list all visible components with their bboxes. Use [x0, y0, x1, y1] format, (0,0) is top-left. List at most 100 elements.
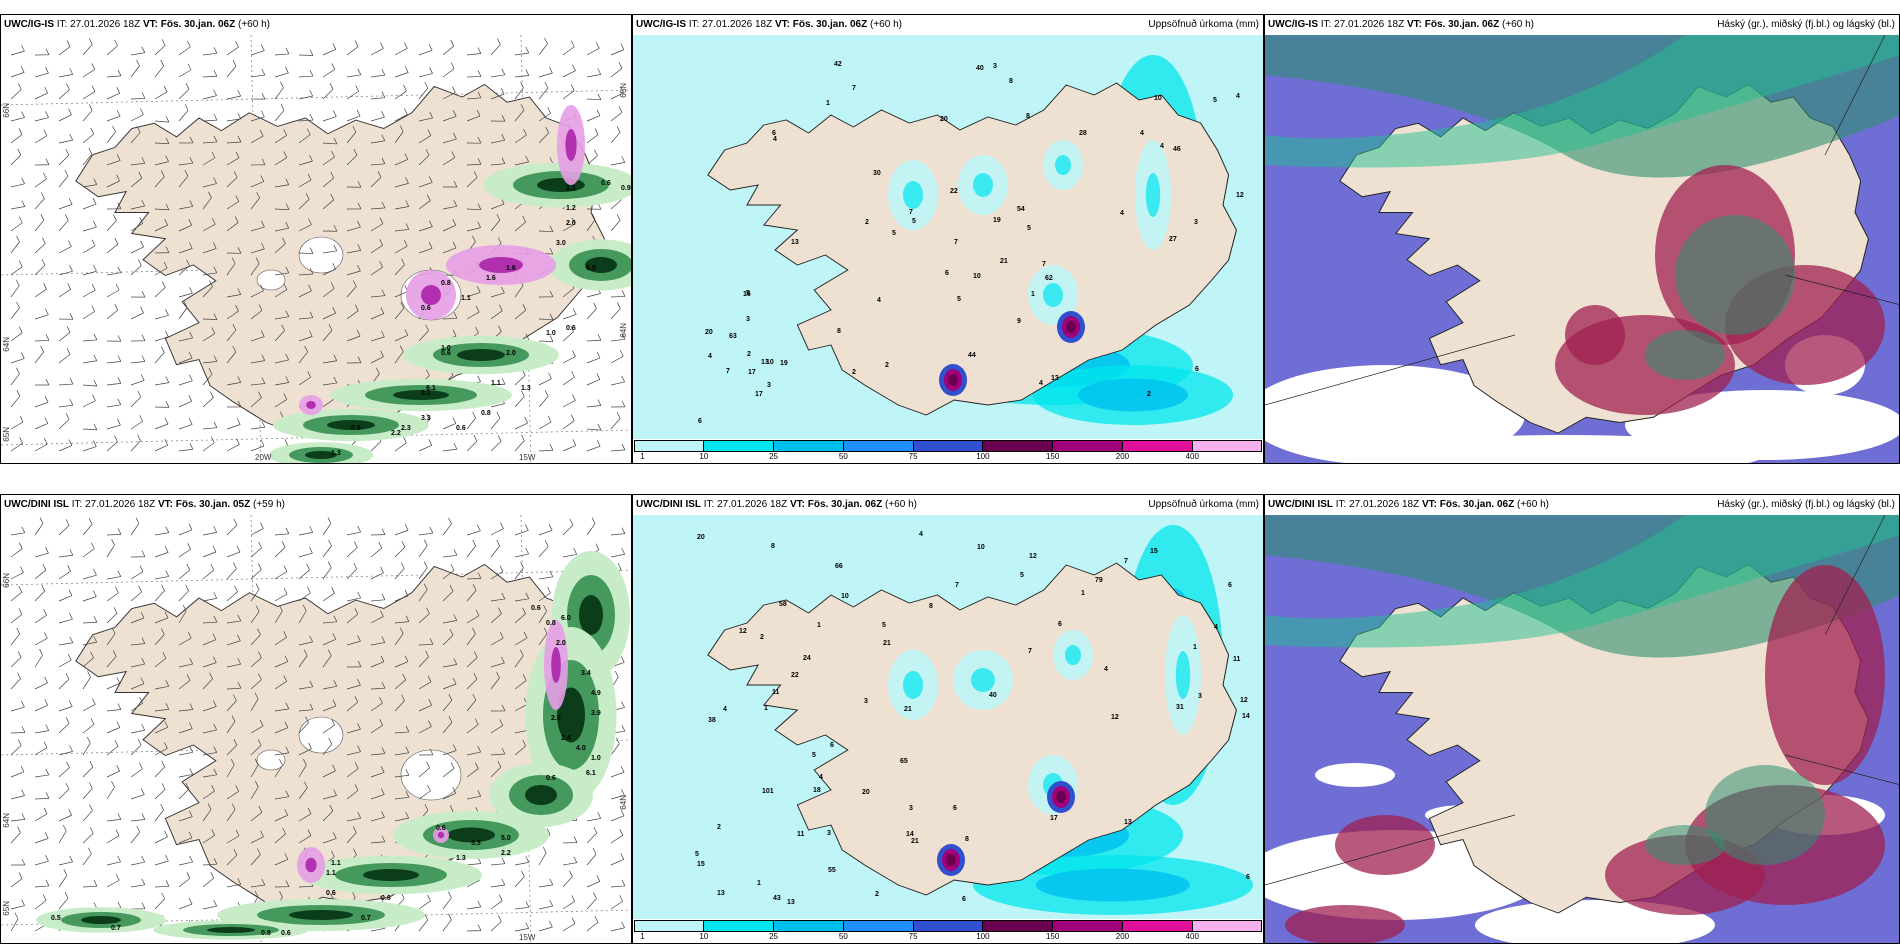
lon-label-15w: 15W — [519, 453, 536, 462]
precip-value-label: 22 — [950, 188, 958, 195]
wind-value-label: 2.0 — [506, 350, 516, 357]
precip-value-label: 5 — [695, 851, 699, 858]
precip-value-label: 65 — [900, 758, 908, 765]
wind-value-label: 1.0 — [546, 330, 556, 337]
precip-value-label: 38 — [708, 717, 716, 724]
wind-map: 0.6 0.8 6.0 2.0 3.4 4.9 3.9 2.0 2.4 4.0 1.0 6.1 0.6 0… — [1, 515, 631, 943]
lat-label-64n: 64N — [2, 337, 11, 352]
precip-colorbar: 1 10 25 50 75 100 150 200 400 — [633, 919, 1263, 943]
precip-value-label: 2 — [1147, 391, 1151, 398]
colorbar-tick-label: 1 — [640, 932, 645, 941]
colorbar-tick-label: 75 — [908, 932, 918, 941]
precip-value-label: 6 — [1195, 366, 1199, 373]
precip-value-label: 44 — [968, 352, 976, 359]
precip-value-label: 3 — [1198, 693, 1202, 700]
colorbar-tick-label: 50 — [838, 452, 848, 461]
wind-value-label: 0.6 — [381, 895, 391, 902]
colorbar-ticks: 1 10 25 50 75 100 150 200 400 — [634, 932, 1262, 942]
model-name: UWC/DINI ISL — [636, 499, 701, 510]
precip-value-label: 10 — [973, 273, 981, 280]
precip-value-label: 21 — [883, 640, 891, 647]
it-label: IT: — [1320, 19, 1332, 30]
colorbar-cell — [773, 440, 844, 452]
colorbar-cell — [773, 920, 844, 932]
east-lat-label-64n: 64N — [619, 323, 628, 338]
precip-value-label: 40 — [976, 65, 984, 72]
precip-value-label: 9 — [1017, 318, 1021, 325]
colorbar-cell — [703, 440, 774, 452]
colorbar-tick-label: 25 — [769, 452, 778, 461]
vt-label: VT: — [1406, 19, 1422, 30]
east-lat-label-65n: 65N — [619, 83, 628, 98]
model-name: UWC/DINI ISL — [1268, 499, 1333, 510]
precip-value-label: 8 — [771, 543, 775, 550]
precip-value-label: 5 — [1020, 572, 1024, 579]
precip-value-label: 7 — [954, 239, 958, 246]
precip-value-label: 17 — [755, 391, 763, 398]
it-label: IT: — [56, 19, 68, 30]
wind-value-label: 0.6 — [601, 180, 611, 187]
wind-value-label: 1.6 — [506, 265, 516, 272]
wind-value-label: 0.6 — [546, 775, 556, 782]
precip-value-label: 58 — [779, 601, 787, 608]
valid-time: Fös. 30.jan. 06Z — [160, 19, 236, 30]
precip-value-label: 2 — [760, 634, 764, 641]
vt-label: VT: — [157, 499, 173, 510]
precip-value-label: 12 — [1236, 192, 1244, 199]
precip-value-label: 7 — [726, 368, 730, 375]
wind-value-label: 0.8 — [546, 620, 556, 627]
colorbar-cell — [1193, 920, 1263, 932]
wind-value-label: 1.1 — [461, 295, 471, 302]
precip-value-label: 21 — [1000, 258, 1008, 265]
precip-value-label: 6 — [1228, 582, 1232, 589]
wind-value-label: 4.9 — [591, 690, 601, 697]
wind-value-label: 2.2 — [391, 430, 401, 437]
precip-value-label: 7 — [1028, 648, 1032, 655]
precip-value-label: 13 — [761, 359, 769, 366]
cloud-map — [1265, 515, 1899, 943]
precip-value-label: 4 — [819, 774, 823, 781]
lead-time: (+60 h) — [238, 19, 270, 30]
panel-header: UWC/IG-IS IT: 27.01.2026 18Z VT: Fös. 30… — [1, 15, 631, 35]
wind-value-label: 1.0 — [591, 755, 601, 762]
precip-value-label: 4 — [919, 531, 923, 538]
wind-value-label: 3.9 — [591, 710, 601, 717]
init-time: 27.01.2026 18Z — [1349, 499, 1420, 510]
wind-value-label: 0.6 — [456, 425, 466, 432]
lon-label-20w: 20W — [255, 453, 272, 462]
product-title: Uppsöfnuð úrkoma (mm) — [1148, 19, 1259, 30]
precip-value-label: 20 — [862, 789, 870, 796]
colorbar-cell — [983, 440, 1054, 452]
cloud-map — [1265, 35, 1899, 463]
colorbar-tick-label: 200 — [1115, 452, 1130, 461]
panel-header: UWC/IG-IS IT: 27.01.2026 18Z VT: Fös. 30… — [1265, 15, 1899, 35]
product-title: Háský (gr.), miðský (fj.bl.) og lágský (… — [1717, 19, 1895, 30]
colorbar-cell — [843, 440, 914, 452]
colorbar-tick-label: 25 — [769, 932, 778, 941]
east-lat-label-64n: 64N — [619, 795, 628, 810]
colorbar-cells — [634, 440, 1263, 452]
wind-value-label: 1.1 — [566, 185, 576, 192]
wind-map-panel-top: UWC/IG-IS IT: 27.01.2026 18Z VT: Fös. 30… — [0, 14, 632, 464]
precip-value-label: 31 — [1176, 704, 1184, 711]
precip-value-label: 11 — [1233, 656, 1241, 663]
wind-value-label: 0.7 — [361, 915, 371, 922]
precip-value-label: 4 — [877, 297, 881, 304]
precip-value-label: 7 — [1042, 261, 1046, 268]
iceland-outline — [707, 562, 1237, 896]
precip-value-label: 8 — [837, 328, 841, 335]
colorbar-tick-label: 10 — [699, 452, 709, 461]
it-label: IT: — [703, 499, 715, 510]
colorbar-cell — [703, 920, 774, 932]
valid-time: Fös. 30.jan. 06Z — [1439, 499, 1515, 510]
wind-value-label: 1.6 — [486, 275, 496, 282]
it-label: IT: — [1335, 499, 1347, 510]
colorbar-tick-label: 150 — [1045, 932, 1060, 941]
wind-value-label: 1.3 — [521, 385, 531, 392]
precip-value-label: 66 — [835, 563, 843, 570]
lead-time: (+60 h) — [870, 19, 902, 30]
lead-time: (+60 h) — [885, 499, 917, 510]
precip-value-label: 13 — [1051, 375, 1059, 382]
it-label: IT: — [688, 19, 700, 30]
precip-value-label: 11 — [797, 831, 805, 838]
